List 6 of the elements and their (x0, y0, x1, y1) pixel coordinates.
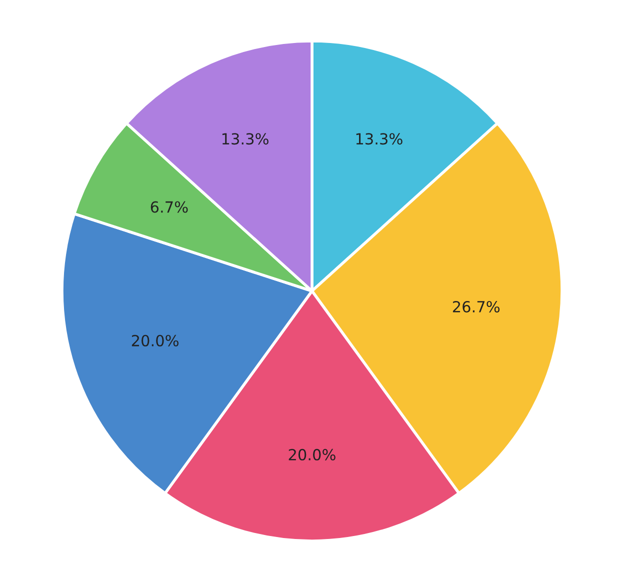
data-label: 20.0% (132, 334, 178, 346)
data-label: 13.3% (222, 133, 268, 145)
data-label: 13.3% (356, 133, 402, 145)
data-label: 6.7% (150, 201, 188, 213)
data-label: 20.0% (288, 448, 336, 460)
data-label: 26.7% (452, 300, 500, 313)
